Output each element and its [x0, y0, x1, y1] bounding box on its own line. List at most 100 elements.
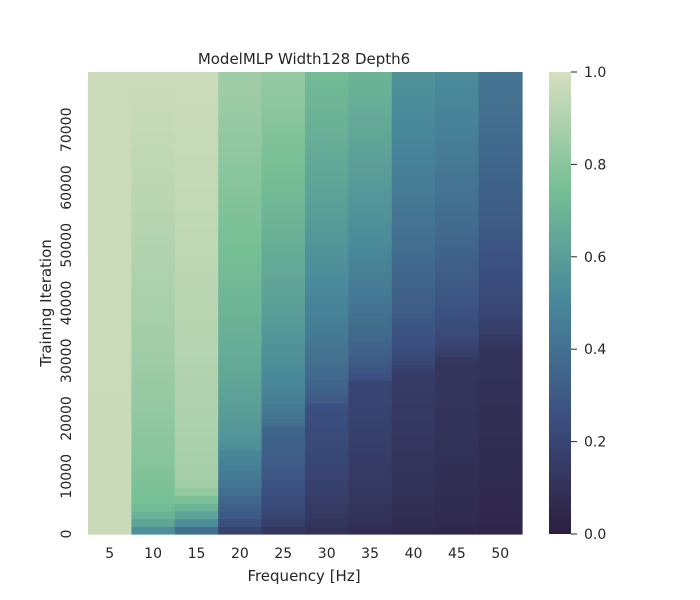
y-tick-label: 10000 — [59, 454, 75, 499]
heatmap-cell — [305, 141, 349, 150]
heatmap-cell — [391, 303, 436, 312]
x-axis-ticks: 5 10 15 20 25 30 35 40 45 50 — [105, 546, 509, 562]
heatmap-cell — [478, 472, 523, 481]
heatmap-cell — [174, 118, 219, 127]
heatmap-cell — [478, 380, 523, 389]
heatmap-cell — [435, 387, 480, 396]
heatmap-cell — [88, 118, 132, 127]
y-tick-label: 70000 — [59, 108, 75, 153]
heatmap-cell — [478, 410, 523, 420]
heatmap-cell — [261, 487, 306, 497]
heatmap-cell — [391, 441, 436, 450]
heatmap-cell — [261, 426, 306, 435]
heatmap-cell — [218, 179, 263, 189]
heatmap-cell — [478, 441, 523, 450]
heatmap-cell — [88, 164, 132, 173]
heatmap-cell — [305, 79, 349, 88]
heatmap-cell — [348, 95, 393, 104]
heatmap-cell — [478, 149, 523, 158]
heatmap-cell — [435, 510, 480, 520]
heatmap-cell — [478, 303, 523, 312]
heatmap-cell — [88, 318, 132, 327]
heatmap-cell — [305, 279, 349, 289]
heatmap-cell — [131, 195, 176, 204]
heatmap-cell — [174, 395, 219, 404]
heatmap-cell — [478, 418, 523, 427]
heatmap-cell — [391, 341, 436, 350]
heatmap-cell — [174, 495, 219, 504]
heatmap-cell — [218, 241, 263, 250]
heatmap-cell — [435, 487, 480, 497]
heatmap-cell — [305, 256, 349, 266]
heatmap-cell — [261, 387, 306, 396]
heatmap-cell — [131, 510, 176, 520]
heatmap-cell — [391, 233, 436, 242]
heatmap-cell — [261, 341, 306, 350]
heatmap-cell — [261, 110, 306, 119]
heatmap-cell — [174, 110, 219, 119]
heatmap-cell — [261, 172, 306, 181]
heatmap-cell — [305, 464, 349, 473]
heatmap-cell — [305, 395, 349, 404]
heatmap-cell — [478, 110, 523, 119]
heatmap-cell — [435, 526, 480, 535]
heatmap-cell — [174, 172, 219, 181]
heatmap-cell — [218, 326, 263, 335]
heatmap-cell — [131, 110, 176, 119]
heatmap-cell — [261, 187, 306, 196]
heatmap-cell — [261, 87, 306, 96]
heatmap-cell — [174, 333, 219, 343]
heatmap-cell — [218, 433, 263, 443]
heatmap-cell — [261, 495, 306, 504]
heatmap-cell — [478, 356, 523, 366]
heatmap-cell — [478, 495, 523, 504]
heatmap-cell — [131, 172, 176, 181]
heatmap-cell — [218, 395, 263, 404]
heatmap-cell — [435, 164, 480, 173]
heatmap-cell — [305, 195, 349, 204]
heatmap-cell — [391, 418, 436, 427]
heatmap-cell — [88, 87, 132, 96]
heatmap-cell — [218, 464, 263, 473]
heatmap-cell — [218, 356, 263, 366]
heatmap-cell — [88, 495, 132, 504]
y-axis-ticks: 0 10000 20000 30000 40000 50000 60000 70000 — [59, 108, 75, 539]
y-tick-label: 30000 — [59, 339, 75, 384]
heatmap-cell — [174, 156, 219, 165]
heatmap-cell — [348, 495, 393, 504]
heatmap-cell — [218, 441, 263, 450]
colorbar-tick-label: 1.0 — [584, 65, 606, 81]
heatmap-cell — [435, 310, 480, 319]
heatmap-cell — [305, 172, 349, 181]
heatmap-cell — [305, 179, 349, 189]
heatmap-cell — [218, 164, 263, 173]
heatmap-cell — [478, 72, 523, 81]
heatmap-cell — [391, 272, 436, 281]
heatmap-cell — [391, 110, 436, 119]
heatmap-cell — [305, 372, 349, 381]
heatmap-cell — [391, 149, 436, 158]
heatmap-cell — [391, 79, 436, 88]
heatmap-cell — [391, 487, 436, 497]
heatmap-cell — [174, 310, 219, 319]
heatmap-cell — [131, 480, 176, 489]
heatmap-cell — [391, 264, 436, 273]
heatmap-cell — [131, 387, 176, 396]
heatmap-cell — [218, 256, 263, 266]
heatmap-cell — [305, 503, 349, 512]
heatmap-cell — [131, 380, 176, 389]
heatmap-cell — [348, 241, 393, 250]
heatmap-cell — [348, 510, 393, 520]
heatmap-cell — [348, 264, 393, 273]
heatmap-cell — [391, 87, 436, 96]
heatmap-cell — [305, 233, 349, 242]
heatmap-cell — [435, 249, 480, 258]
heatmap-cell — [174, 464, 219, 473]
heatmap-cell — [88, 326, 132, 335]
heatmap-cell — [305, 518, 349, 527]
heatmap-cell — [478, 310, 523, 319]
heatmap-cell — [391, 472, 436, 481]
heatmap-cell — [218, 518, 263, 527]
heatmap-cell — [218, 249, 263, 258]
heatmap-cell — [174, 510, 219, 520]
